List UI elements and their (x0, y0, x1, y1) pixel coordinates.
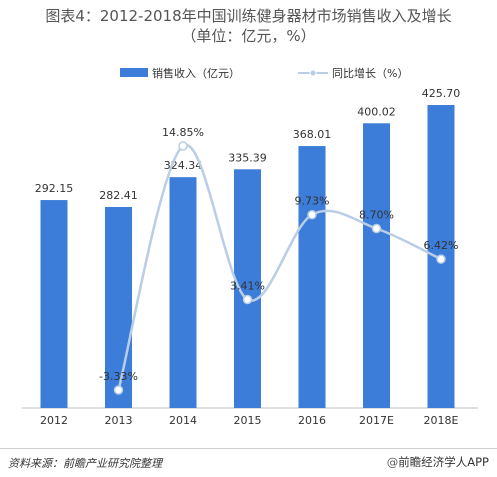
growth-point-2017E (371, 223, 382, 234)
bar-label-2012: 292.15 (35, 182, 74, 195)
x-tick-2014: 2014 (169, 414, 197, 427)
growth-point-2016 (307, 209, 317, 220)
brand-name: 前瞻经济学人APP (398, 455, 489, 469)
growth-label-2014: 14.85% (162, 126, 204, 139)
bar-2016 (298, 146, 326, 408)
chart-title: 图表4：2012-2018年中国训练健身器材市场销售收入及增长 （单位：亿元，%… (0, 6, 497, 46)
bar-label-2016: 368.01 (293, 128, 332, 141)
growth-label-2013: -3.33% (99, 370, 138, 383)
x-tick-2018E: 2018E (424, 414, 459, 427)
x-tick-2015: 2015 (234, 414, 262, 427)
brand-credit[interactable]: @前瞻经济学人APP (387, 454, 489, 470)
growth-point-2015 (242, 294, 253, 305)
x-tick-2013: 2013 (105, 414, 133, 427)
legend-line-marker (309, 69, 317, 77)
legend: 销售收入（亿元） 同比增长（%） (120, 66, 408, 80)
x-tick-2017E: 2017E (359, 414, 394, 427)
x-axis-tick-labels: 2012 2013 2014 2015 2016 2017E 2018E (40, 414, 459, 427)
growth-point-2014 (178, 141, 188, 151)
bar-2013 (105, 206, 132, 408)
bar-2012 (40, 200, 68, 408)
bar-label-2017E: 400.02 (357, 105, 396, 118)
bar-label-2015: 335.39 (228, 151, 267, 164)
chart-title-line2: （单位：亿元，%） (181, 27, 316, 45)
bar-label-2013: 282.41 (99, 189, 138, 202)
growth-label-2015: 3.41% (230, 280, 265, 293)
legend-bar-label[interactable]: 销售收入（亿元） (152, 66, 240, 80)
growth-line (117, 143, 442, 391)
bar-2014 (169, 177, 197, 408)
legend-bar-swatch (120, 68, 148, 77)
bar-series (40, 105, 455, 408)
growth-label-2017E: 8.70% (359, 209, 394, 222)
growth-point-2018E (436, 254, 446, 264)
growth-label-2016: 9.73% (295, 195, 330, 208)
x-tick-2012: 2012 (40, 414, 68, 427)
chart-area: 销售收入（亿元） 同比增长（%） 292.15282.41324.34335.3… (22, 66, 478, 427)
source-note: 资料来源：前瞻产业研究院整理 (8, 457, 162, 470)
bar-label-2018E: 425.70 (422, 87, 461, 100)
footer: 资料来源：前瞻产业研究院整理 @前瞻经济学人APP (0, 448, 497, 477)
x-tick-2016: 2016 (298, 414, 326, 427)
chart-title-line1: 图表4：2012-2018年中国训练健身器材市场销售收入及增长 (45, 7, 452, 25)
legend-line-label[interactable]: 同比增长（%） (332, 66, 408, 80)
growth-label-2018E: 6.42% (424, 239, 459, 252)
at-icon: @ (386, 455, 399, 469)
growth-point-2013 (113, 385, 124, 395)
growth-line-series: -3.33% 14.85% 3.41% 9.73% 8.70% 6.42% (99, 126, 459, 395)
bar-2017E (363, 123, 390, 408)
